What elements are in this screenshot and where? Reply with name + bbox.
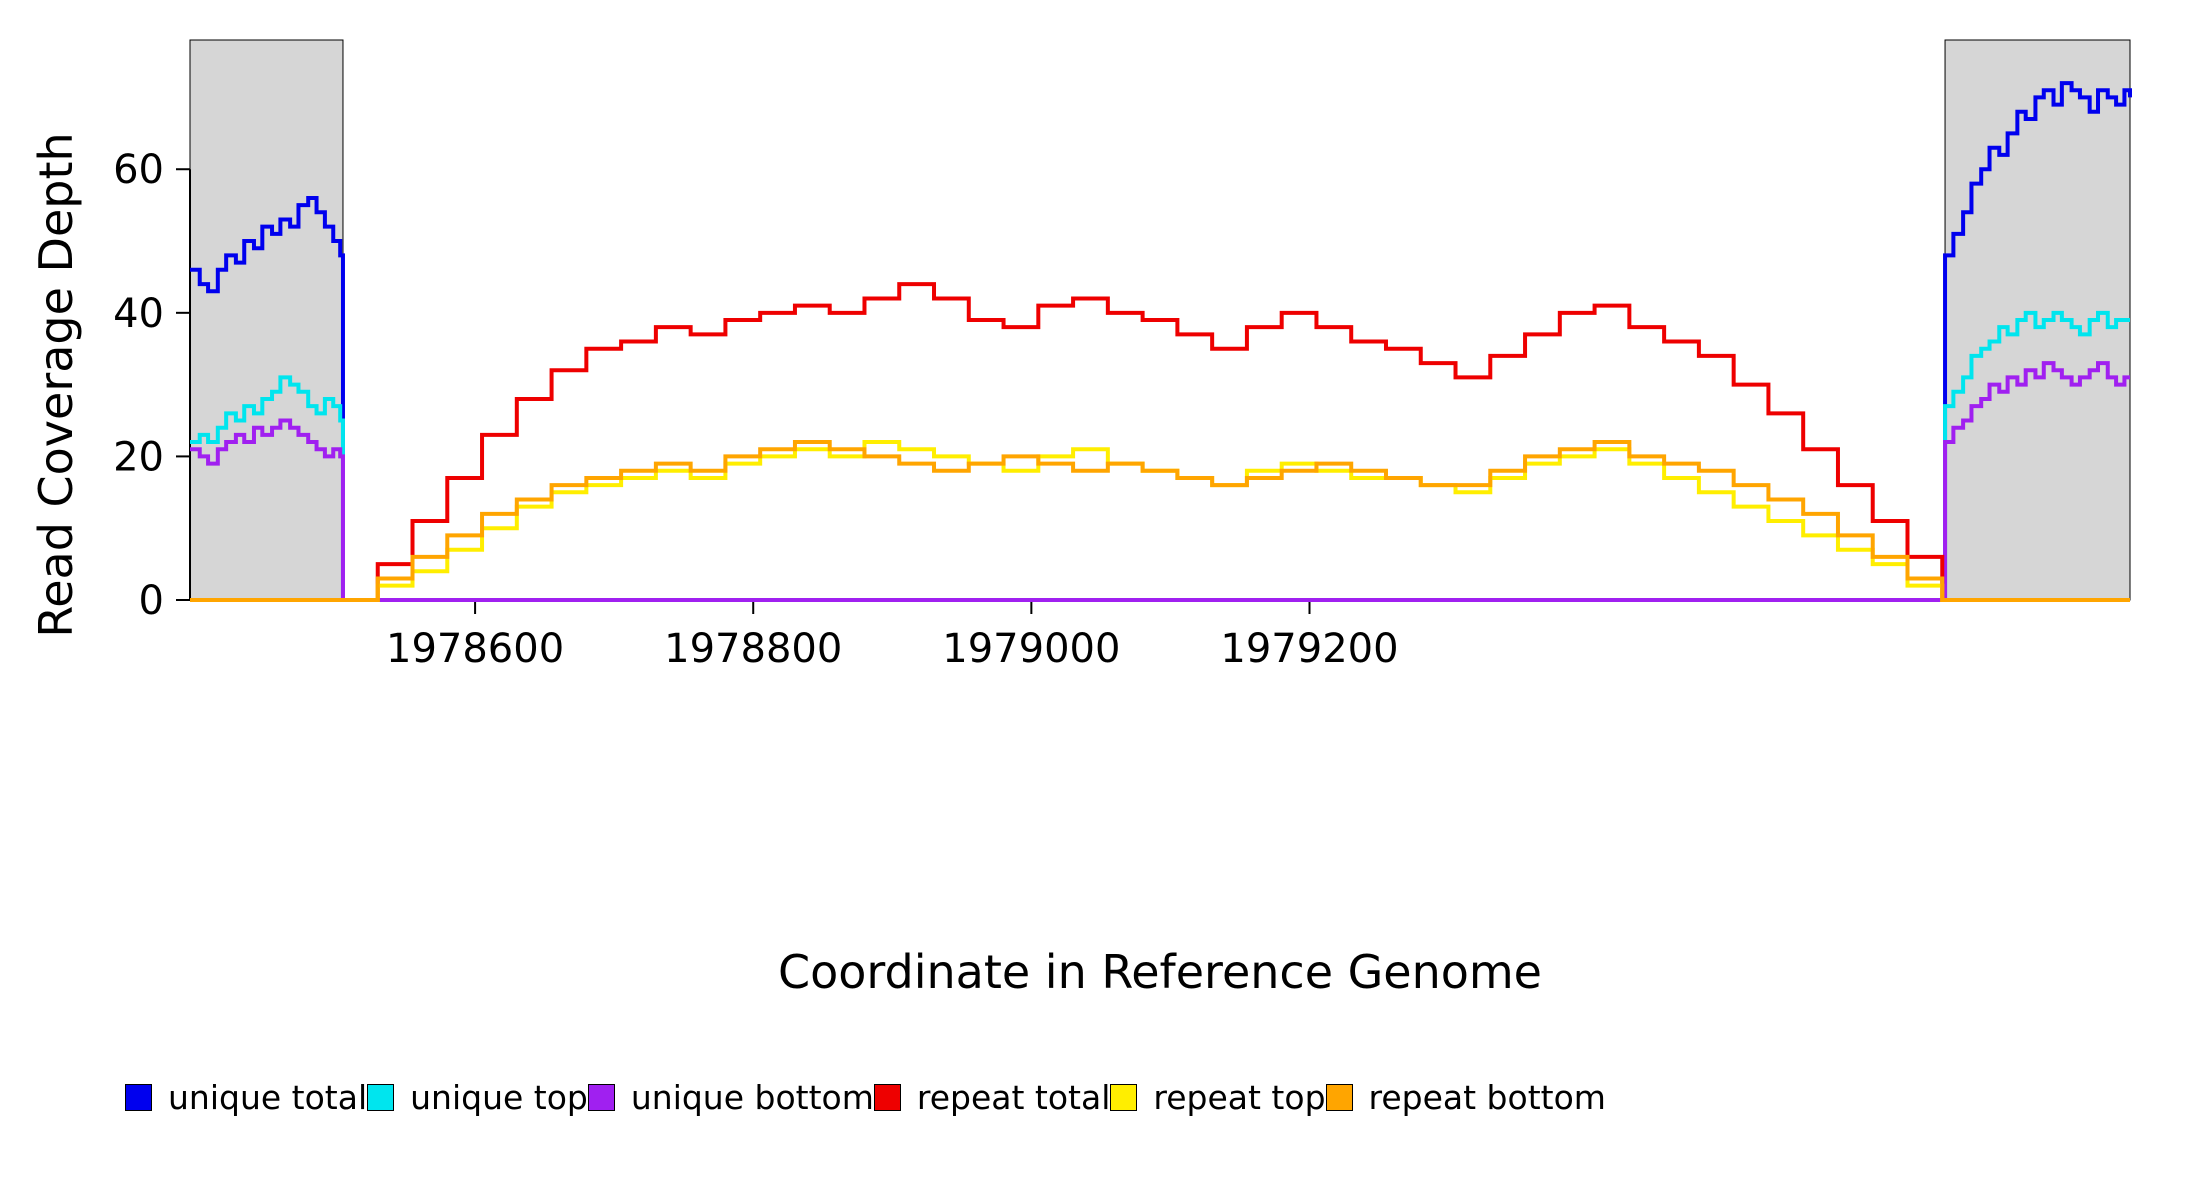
legend-swatch-unique-bottom [587, 1084, 615, 1111]
legend-label-unique-bottom: unique bottom [630, 1078, 874, 1117]
legend-swatch-repeat-top [1110, 1084, 1138, 1111]
legend-label-unique-total: unique total [168, 1078, 368, 1117]
legend-label-unique-top: unique top [410, 1078, 588, 1117]
x-tick-label: 1979200 [1220, 626, 1398, 672]
legend-item-unique-bottom: unique bottom [587, 1078, 874, 1117]
legend-item-repeat-top: repeat top [1110, 1078, 1326, 1117]
shaded-region-left [189, 39, 344, 601]
legend-item-unique-top: unique top [367, 1078, 588, 1117]
legend-label-repeat-top: repeat top [1153, 1078, 1326, 1117]
series-line-unique-top [190, 310, 2130, 602]
series-line-repeat-total [190, 282, 2130, 602]
legend-swatch-repeat-total [873, 1084, 901, 1111]
legend-label-repeat-bottom: repeat bottom [1368, 1078, 1606, 1117]
y-tick-label: 20 [113, 434, 164, 480]
legend-swatch-unique-total [125, 1084, 152, 1111]
y-tick-label: 0 [139, 578, 164, 624]
series-line-repeat-bottom [190, 440, 2130, 602]
y-axis-title: Read Coverage Depth [29, 132, 83, 637]
axes: 1978600 1978800 1979000 1979200 0 20 40 60 [113, 147, 2130, 672]
legend-swatch-repeat-bottom [1325, 1084, 1353, 1111]
x-tick-label: 1979000 [942, 626, 1120, 672]
legend-item-unique-total: unique total [125, 1078, 367, 1117]
series-lines [190, 81, 2132, 602]
x-tick-label: 1978800 [664, 626, 842, 672]
legend-item-repeat-bottom: repeat bottom [1325, 1078, 1606, 1117]
x-axis-title: Coordinate in Reference Genome [778, 945, 1542, 999]
y-tick-label: 60 [113, 147, 164, 193]
series-line-unique-total [190, 81, 2132, 602]
y-tick-label: 40 [113, 291, 164, 337]
legend-label-repeat-total: repeat total [916, 1078, 1111, 1117]
legend-swatch-unique-top [367, 1084, 395, 1111]
x-tick-label: 1978600 [386, 626, 564, 672]
shaded-region-right [1944, 39, 2131, 601]
coverage-depth-chart: 1978600 1978800 1979000 1979200 0 20 40 60 Coor… [29, 39, 2132, 999]
legend: unique total unique top unique bottom repea… [125, 1078, 1606, 1117]
legend-item-repeat-total: repeat total [873, 1078, 1111, 1117]
series-line-unique-bottom [190, 361, 2130, 602]
shaded-regions [189, 39, 2131, 601]
